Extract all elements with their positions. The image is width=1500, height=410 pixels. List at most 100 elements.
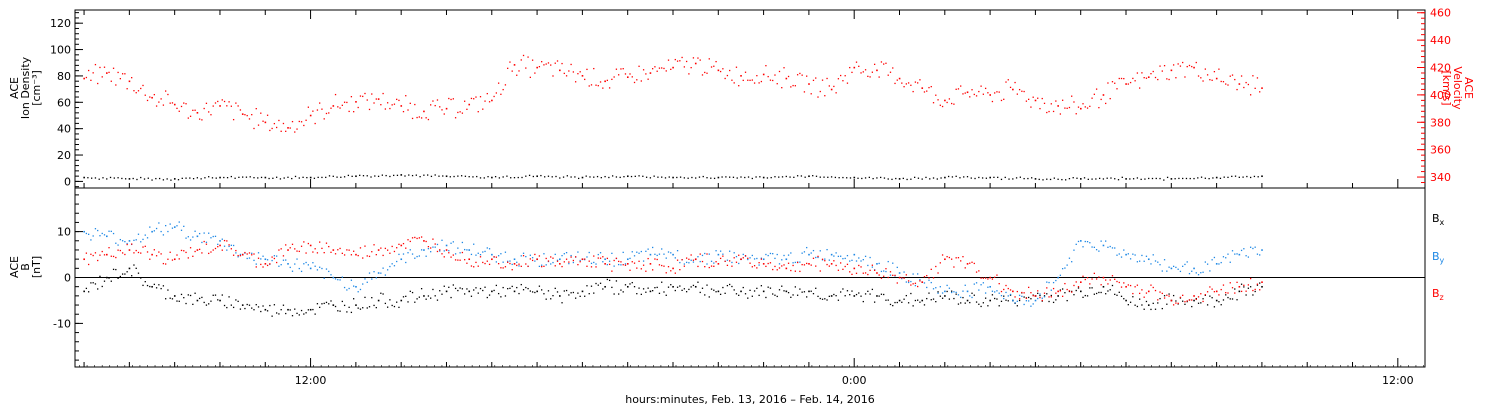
data-point	[1028, 300, 1030, 302]
data-point	[762, 258, 765, 261]
data-point	[665, 272, 667, 274]
data-point	[461, 112, 464, 114]
data-point	[1014, 296, 1016, 298]
data-point	[171, 298, 174, 300]
data-point	[427, 246, 430, 248]
data-point	[855, 61, 858, 63]
data-point	[454, 287, 457, 290]
data-point	[724, 260, 726, 262]
data-point	[715, 291, 717, 293]
data-point	[590, 266, 593, 268]
data-point	[725, 176, 727, 178]
data-point	[1093, 246, 1095, 248]
data-point	[1129, 178, 1131, 180]
data-point	[751, 177, 753, 180]
data-point	[1043, 295, 1046, 297]
data-point	[203, 240, 205, 243]
data-point	[611, 270, 613, 272]
data-point	[296, 312, 298, 315]
data-point	[941, 105, 944, 108]
data-point	[253, 177, 255, 179]
data-point	[726, 259, 729, 261]
data-point	[291, 243, 294, 245]
data-point	[858, 292, 860, 294]
data-point	[559, 258, 561, 261]
data-point	[810, 93, 812, 95]
data-point	[1120, 295, 1123, 297]
data-point	[672, 285, 674, 288]
data-point	[547, 62, 550, 64]
data-point	[898, 272, 901, 274]
data-point	[536, 290, 538, 293]
data-point	[894, 274, 896, 277]
data-point	[704, 265, 706, 268]
data-point	[323, 251, 325, 254]
data-point	[1234, 253, 1236, 255]
data-point	[930, 85, 932, 88]
data-point	[300, 245, 303, 247]
data-point	[1157, 261, 1159, 263]
data-point	[747, 79, 749, 81]
data-point	[1231, 250, 1234, 252]
data-point	[1159, 177, 1161, 180]
data-point	[876, 69, 878, 72]
data-point	[634, 175, 636, 177]
data-point	[749, 79, 751, 81]
data-point	[887, 178, 889, 180]
data-point	[629, 269, 631, 271]
data-point	[790, 269, 792, 272]
data-point	[525, 67, 527, 69]
data-point	[1014, 302, 1016, 304]
data-point	[830, 253, 833, 256]
data-point	[1100, 284, 1102, 286]
data-point	[936, 178, 938, 180]
data-point	[837, 269, 840, 271]
data-point	[486, 260, 488, 262]
data-point	[645, 270, 647, 272]
data-point	[819, 250, 821, 252]
data-point	[721, 176, 723, 178]
data-point	[896, 301, 898, 304]
data-point	[849, 177, 852, 179]
data-point	[1200, 302, 1202, 304]
data-point	[1249, 176, 1252, 179]
data-point	[1042, 179, 1044, 181]
data-point	[316, 303, 319, 305]
data-point	[846, 290, 849, 292]
data-point	[1254, 87, 1256, 90]
data-point	[264, 176, 267, 179]
data-point	[312, 262, 314, 264]
data-point	[930, 299, 932, 301]
data-point	[869, 293, 871, 295]
data-point	[817, 295, 819, 298]
data-point	[636, 267, 638, 269]
data-point	[948, 298, 951, 300]
data-point	[880, 293, 883, 295]
data-point	[633, 262, 636, 264]
data-point	[769, 79, 772, 81]
data-point	[411, 237, 414, 239]
data-point	[343, 286, 346, 289]
data-point	[1204, 177, 1206, 179]
data-point	[837, 255, 840, 258]
data-point	[291, 177, 293, 180]
data-point	[337, 106, 339, 108]
data-point	[907, 302, 910, 304]
data-point	[1059, 274, 1062, 276]
data-point	[914, 299, 917, 302]
data-point	[1166, 78, 1168, 80]
data-point	[1185, 177, 1188, 180]
data-point	[581, 258, 584, 261]
data-point	[868, 176, 870, 179]
data-point	[622, 264, 624, 266]
data-point	[439, 250, 441, 252]
data-point	[1021, 90, 1023, 92]
data-point	[543, 253, 545, 255]
data-point	[1215, 299, 1218, 302]
data-point	[500, 267, 502, 269]
data-point	[742, 286, 744, 289]
data-point	[389, 299, 391, 301]
data-point	[208, 111, 210, 113]
data-point	[158, 284, 160, 286]
